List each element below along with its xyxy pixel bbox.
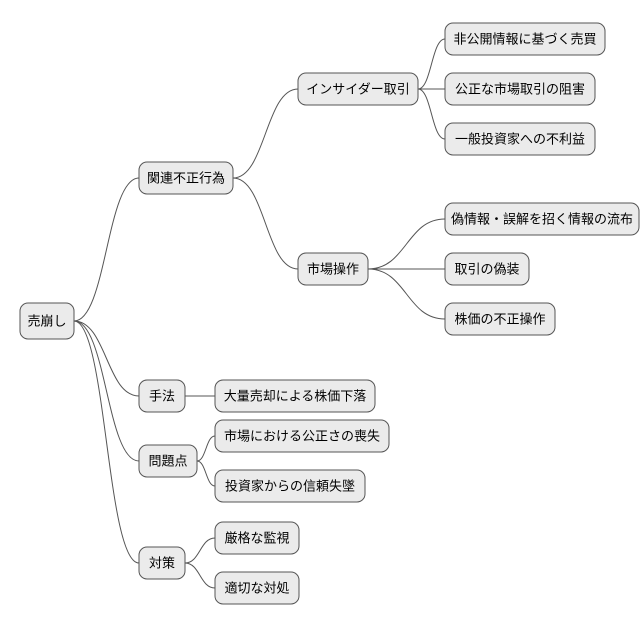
- node-label: 売崩し: [27, 313, 66, 328]
- edges-group: [74, 39, 445, 588]
- node-label: 問題点: [148, 453, 187, 468]
- node-label: 取引の偽装: [454, 261, 519, 276]
- node: 市場における公正さの喪失: [215, 420, 389, 452]
- node-label: 関連不正行為: [147, 170, 225, 185]
- node-label: 対策: [149, 555, 175, 570]
- node: 手法: [139, 380, 185, 412]
- node-label: 非公開情報に基づく売買: [453, 31, 596, 46]
- edge: [418, 89, 445, 139]
- edge: [197, 436, 215, 461]
- node-label: 公正な市場取引の阻害: [455, 81, 585, 96]
- node-label: 偽情報・誤解を招く情報の流布: [451, 211, 633, 226]
- edge: [74, 321, 139, 396]
- node: 取引の偽装: [445, 253, 529, 285]
- node-label: 株価の不正操作: [454, 311, 545, 326]
- mindmap-diagram: 売崩し 関連不正行為手法問題点対策 インサイダー取引市場操作 非公開情報に基づく売買公…: [0, 0, 642, 640]
- node-label: 適切な対処: [224, 580, 289, 595]
- node-label: 投資家からの信頼失墜: [225, 478, 355, 493]
- node: 偽情報・誤解を招く情報の流布: [445, 203, 639, 235]
- edge: [233, 89, 298, 178]
- node: 公正な市場取引の阻害: [445, 73, 595, 105]
- node: 関連不正行為: [139, 162, 233, 194]
- node: 問題点: [139, 445, 197, 477]
- node-label: 厳格な監視: [224, 530, 289, 545]
- node: 対策: [139, 547, 185, 579]
- node: 一般投資家への不利益: [445, 123, 595, 155]
- node: 適切な対処: [215, 572, 299, 604]
- node: 市場操作: [298, 253, 368, 285]
- node-label: 手法: [149, 388, 175, 403]
- node-label: 市場操作: [307, 261, 359, 276]
- nodes-group: 売崩し 関連不正行為手法問題点対策 インサイダー取引市場操作 非公開情報に基づく売買公…: [20, 23, 639, 604]
- node-label: 一般投資家への不利益: [455, 131, 585, 146]
- edge: [185, 563, 215, 588]
- edge: [368, 269, 445, 319]
- edge: [197, 461, 215, 486]
- edge: [368, 219, 445, 269]
- node: 株価の不正操作: [445, 303, 555, 335]
- node-label: インサイダー取引: [306, 81, 409, 96]
- edge: [418, 39, 445, 89]
- node: 大量売却による株価下落: [215, 380, 375, 412]
- edge: [74, 178, 139, 321]
- node-label: 市場における公正さの喪失: [224, 428, 380, 443]
- node: 投資家からの信頼失墜: [215, 470, 365, 502]
- node: 厳格な監視: [215, 522, 299, 554]
- edge: [233, 178, 298, 269]
- node-label: 大量売却による株価下落: [224, 388, 367, 403]
- node: 非公開情報に基づく売買: [445, 23, 605, 55]
- edge: [185, 538, 215, 563]
- node: インサイダー取引: [298, 73, 418, 105]
- node: 売崩し: [20, 303, 74, 339]
